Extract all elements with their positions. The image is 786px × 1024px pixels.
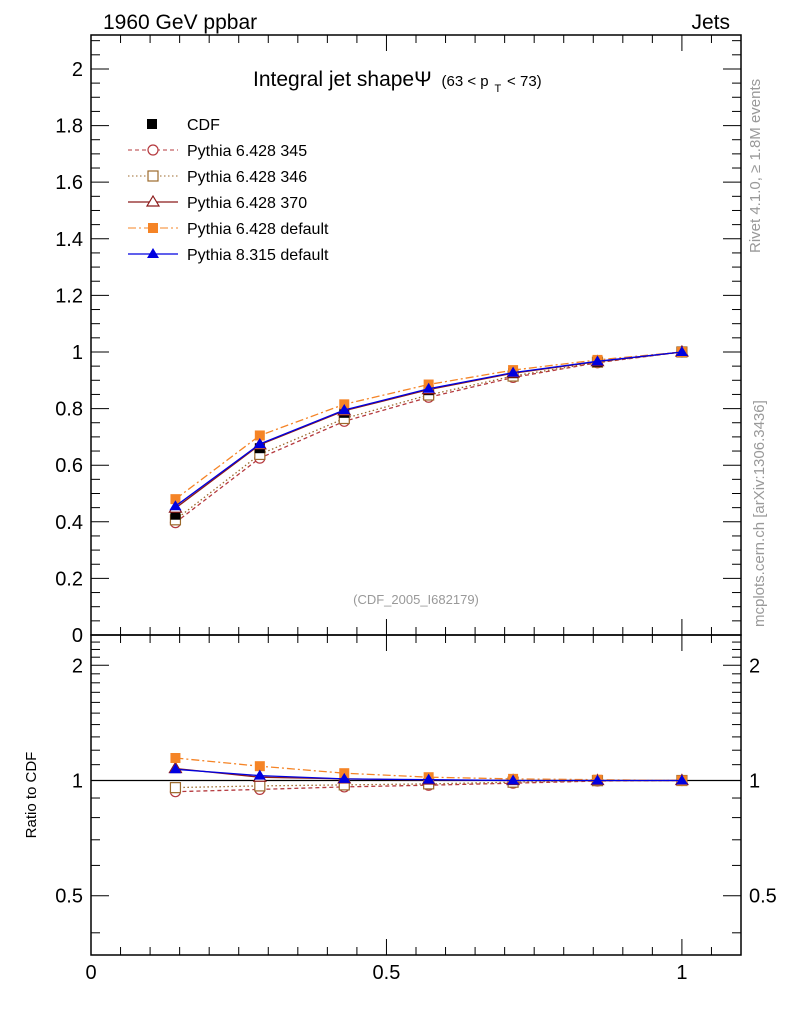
main-y-tick-label: 1.2 <box>55 285 83 307</box>
main-series-p8def <box>169 345 688 511</box>
ratio-y-tick-label: 1 <box>72 771 83 793</box>
ratio-y-tick-label-right: 2 <box>749 655 760 677</box>
legend-entry-p370: Pythia 6.428 370 <box>128 194 307 212</box>
legend-label-p8def: Pythia 8.315 default <box>187 247 329 264</box>
header-energy: 1960 GeV ppbar <box>103 11 257 34</box>
legend-marker-p8def <box>147 248 159 258</box>
legend-marker-p345 <box>147 144 159 156</box>
legend-marker-p370 <box>145 194 161 207</box>
legend-marker-p346 <box>147 170 159 182</box>
legend-label-p345: Pythia 6.428 345 <box>187 143 307 160</box>
legend-entry-p8def: Pythia 8.315 default <box>128 247 329 264</box>
main-point-p8def <box>507 366 520 377</box>
main-y-tick-label: 0.2 <box>55 568 83 590</box>
main-point-p8def <box>169 500 182 511</box>
main-point-p8def <box>675 345 688 356</box>
ratio-point-p8def <box>591 774 604 785</box>
header-category: Jets <box>691 11 730 34</box>
main-point-p8def <box>591 355 604 366</box>
ratio-point-p346 <box>254 780 266 792</box>
main-point-cdf <box>170 509 181 520</box>
main-y-tick-label: 1.8 <box>55 116 83 138</box>
x-tick-label: 0.5 <box>373 962 401 984</box>
main-y-tick-label: 0.8 <box>55 399 83 421</box>
main-series-cdf <box>170 346 687 520</box>
ratio-point-p8def <box>675 774 688 785</box>
legend-entry-p345: Pythia 6.428 345 <box>128 143 307 160</box>
main-line-p370 <box>175 351 682 509</box>
ratio-point-p6def <box>254 761 265 772</box>
main-point-p8def <box>253 437 266 448</box>
legend-entry-p346: Pythia 6.428 346 <box>128 169 307 186</box>
ratio-point-p8def <box>507 774 520 785</box>
ratio-point-p8def <box>253 769 266 780</box>
legend-label-p370: Pythia 6.428 370 <box>187 195 307 212</box>
ratio-y-tick-label: 0.5 <box>55 886 83 908</box>
main-line-p346 <box>175 351 682 521</box>
main-point-p8def <box>338 404 351 414</box>
main-point-p6def <box>170 494 181 505</box>
x-axis: 0 0.5 1 <box>85 35 742 984</box>
ratio-y-tick-label-right: 0.5 <box>749 886 777 908</box>
main-point-p8def <box>422 382 435 393</box>
main-y-axis: 0 0.2 0.4 0.6 0.8 1 1.2 1.4 1.6 1.8 2 <box>55 40 741 647</box>
legend-marker-p6def <box>148 223 158 233</box>
main-series-p345 <box>169 346 688 529</box>
plot-title-range-sub: T <box>494 83 501 95</box>
main-line-p345 <box>175 351 682 524</box>
plot-title-main: Integral jet shapeΨ <box>253 68 432 91</box>
main-y-tick-label: 0 <box>72 625 83 647</box>
ratio-series-layer <box>168 753 689 798</box>
legend-label-p6def: Pythia 6.428 default <box>187 221 329 238</box>
main-point-p6def <box>254 430 265 441</box>
ratio-y-tick-label: 2 <box>72 655 83 677</box>
ratio-series-p8def <box>169 763 688 785</box>
x-tick-label: 0 <box>85 962 96 984</box>
rivet-label: Rivet 4.1.0, ≥ 1.8M events <box>747 79 764 253</box>
plot-title-range-close: < 73) <box>507 73 542 90</box>
ratio-y-tick-label-right: 1 <box>749 771 760 793</box>
main-line-p6def <box>175 351 682 500</box>
main-line-p8def <box>175 351 682 507</box>
main-y-tick-label: 0.6 <box>55 455 83 477</box>
main-series-p346 <box>169 346 688 526</box>
ratio-point-p8def <box>169 763 182 774</box>
main-y-tick-label: 1.4 <box>55 229 83 251</box>
ratio-axis-label: Ratio to CDF <box>23 752 40 839</box>
ratio-panel-frame <box>90 634 742 956</box>
main-y-tick-label: 0.4 <box>55 512 83 534</box>
ratio-point-p346 <box>169 782 182 794</box>
main-series-p370 <box>168 344 689 513</box>
x-tick-label: 1 <box>676 962 687 984</box>
analysis-tag: (CDF_2005_I682179) <box>353 592 479 607</box>
legend-label-cdf: CDF <box>187 117 220 134</box>
ratio-y-axis: 0.5 0.5 1 1 2 2 <box>55 641 777 934</box>
legend-label-p346: Pythia 6.428 346 <box>187 169 307 186</box>
main-series-p6def <box>170 346 687 505</box>
main-y-tick-label: 2 <box>72 59 83 81</box>
legend-marker-cdf <box>147 119 157 129</box>
mcplots-label: mcplots.cern.ch [arXiv:1306.3436] <box>751 400 768 627</box>
main-series-layer <box>168 344 689 529</box>
legend: CDF Pythia 6.428 345 Pythia 6.428 346 Py… <box>128 117 329 264</box>
ratio-point-p6def <box>170 753 181 764</box>
plot-title-range: (63 < p <box>442 73 489 90</box>
legend-entry-cdf: CDF <box>147 117 220 134</box>
legend-entry-p6def: Pythia 6.428 default <box>128 221 329 238</box>
main-y-tick-label: 1.6 <box>55 172 83 194</box>
ratio-point-p8def <box>338 772 351 783</box>
ratio-point-p8def <box>422 773 435 784</box>
plot-title: Integral jet shapeΨ (63 < p T < 73) <box>253 68 542 97</box>
main-y-tick-label: 1 <box>72 342 83 364</box>
